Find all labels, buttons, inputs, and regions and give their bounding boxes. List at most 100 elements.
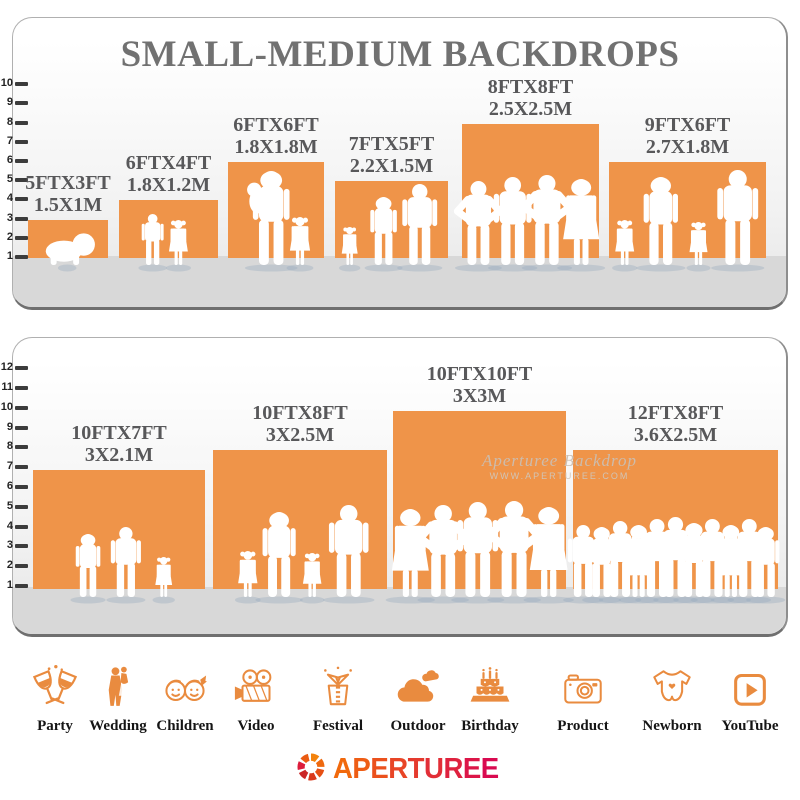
- watermark-url: WWW.APERTUREE.COM: [489, 471, 630, 481]
- backdrop-size-ft: 10FTX10FT: [426, 362, 533, 385]
- backdrop-size-m: 3X2.5M: [265, 424, 335, 447]
- backdrop-bar-10ftx8ft: [213, 450, 387, 589]
- backdrop-size-ft: 6FTX4FT: [125, 152, 212, 175]
- floor-strip: [13, 256, 786, 307]
- scale-tick-label: 1: [6, 250, 13, 262]
- scale-tick: [15, 216, 28, 221]
- scale-tick-label: 2: [6, 559, 13, 572]
- scale-tick-label: 7: [6, 460, 13, 473]
- aperture-logo-icon: [293, 749, 329, 790]
- backdrop-label: 6FTX4FT 1.8X1.2M: [89, 149, 249, 196]
- category-festival: Festival: [288, 662, 388, 735]
- category-party: Party: [5, 662, 105, 735]
- scale-tick: [15, 504, 28, 509]
- backdrop-bar-7ftx5ft: [335, 181, 448, 258]
- category-wedding: Wedding: [68, 662, 168, 735]
- scale-tick-label: 8: [6, 440, 13, 453]
- logo-letter: U: [423, 753, 444, 785]
- logo-letter: E: [462, 753, 481, 785]
- category-label: Festival: [313, 718, 363, 734]
- backdrop-label: 9FTX6FT 2.7X1.8M: [608, 111, 768, 158]
- backdrop-size-m: 2.7X1.8M: [645, 136, 730, 158]
- wedding-icon: [91, 662, 145, 716]
- category-label: Birthday: [461, 718, 519, 734]
- scale-tick-label: 5: [6, 173, 13, 186]
- backdrop-size-ft: 7FTX5FT: [348, 133, 435, 156]
- backdrop-label: 5FTX3FT 1.5X1M: [0, 169, 148, 216]
- scale-tick-label: 6: [6, 154, 13, 166]
- backdrop-size-ft: 10FTX8FT: [252, 402, 348, 425]
- scale-tick-label: 2: [6, 230, 13, 243]
- backdrop-label: 10FTX7FT 3X2.1M: [39, 419, 199, 466]
- backdrop-label: 10FTX8FT 3X2.5M: [220, 399, 380, 446]
- backdrop-size-ft: 5FTX3FT: [25, 171, 111, 194]
- scale-tick: [15, 255, 28, 259]
- scale-tick: [15, 524, 28, 529]
- scale-tick-label: 1: [6, 579, 13, 591]
- backdrop-bar-8ftx8ft: [462, 123, 599, 258]
- category-birthday: Birthday: [440, 662, 540, 735]
- category-label: Product: [557, 718, 609, 734]
- backdrop-size-ft: 9FTX6FT: [644, 114, 731, 136]
- backdrop-bar-6ftx4ft: [119, 200, 218, 258]
- scale-tick: [15, 178, 28, 183]
- backdrop-bar-5ftx3ft: [28, 219, 108, 258]
- backdrop-size-m: 3.6X2.5M: [633, 424, 718, 447]
- scale-tick-label: 5: [6, 499, 13, 512]
- category-outdoor: Outdoor: [368, 662, 468, 735]
- scale-tick-label: 7: [6, 134, 13, 147]
- scale-tick-label: 10: [0, 400, 13, 413]
- category-video: Video: [206, 662, 306, 735]
- scale-tick-label: 12: [0, 361, 13, 374]
- backdrop-label: 8FTX8FT 2.5X2.5M: [451, 73, 611, 120]
- youtube-icon: [723, 662, 777, 716]
- scale-tick-label: 3: [6, 539, 13, 552]
- backdrop-size-m: 1.5X1M: [33, 193, 103, 216]
- category-label: Wedding: [89, 718, 147, 734]
- category-newborn: Newborn: [622, 662, 722, 735]
- scale-tick: [15, 544, 28, 549]
- backdrop-bar-10ftx10ft: [393, 410, 566, 589]
- scale-tick: [15, 386, 28, 390]
- logo-letter: A: [332, 753, 353, 785]
- festival-icon: [311, 662, 365, 716]
- birthday-icon: [463, 662, 517, 716]
- logo-letter: R: [388, 753, 408, 785]
- category-youtube: YouTube: [700, 662, 800, 735]
- backdrop-size-ft: 10FTX7FT: [71, 422, 167, 445]
- backdrop-label: 7FTX5FT 2.2X1.5M: [312, 130, 472, 177]
- scale-tick: [15, 425, 28, 430]
- backdrop-label: 10FTX10FT 3X3M: [400, 360, 560, 407]
- video-icon: [229, 662, 283, 716]
- children-icon: [158, 662, 212, 716]
- party-icon: [28, 662, 82, 716]
- scale-tick-label: 4: [6, 519, 13, 532]
- backdrop-size-m: 3X2.1M: [84, 444, 154, 467]
- category-label: Children: [156, 718, 214, 734]
- product-icon: [556, 662, 610, 716]
- scale-tick: [15, 82, 28, 87]
- scale-tick-label: 11: [1, 381, 13, 393]
- logo-letter: E: [480, 753, 499, 785]
- scale-tick: [15, 465, 28, 470]
- backdrop-size-m: 3X3M: [452, 384, 507, 407]
- floor-strip: [13, 587, 786, 634]
- category-label: Video: [237, 718, 275, 734]
- scale-tick: [15, 139, 28, 144]
- outdoor-icon: [391, 662, 445, 716]
- scale-tick: [15, 405, 28, 410]
- backdrop-size-m: 1.8X1.8M: [234, 136, 318, 158]
- category-product: Product: [533, 662, 633, 735]
- logo-letter: P: [352, 753, 371, 785]
- logo-letter: T: [407, 753, 424, 785]
- scale-tick-label: 4: [6, 192, 13, 205]
- scale-tick-label: 10: [0, 77, 13, 90]
- backdrop-size-m: 1.8X1.2M: [126, 174, 211, 197]
- category-label: Party: [37, 718, 73, 734]
- watermark-script: Aperturee Backdrop: [481, 451, 638, 470]
- backdrop-size-m: 2.2X1.5M: [349, 155, 434, 178]
- scale-tick: [15, 101, 28, 106]
- scale-tick: [15, 564, 28, 569]
- category-children: Children: [135, 662, 235, 735]
